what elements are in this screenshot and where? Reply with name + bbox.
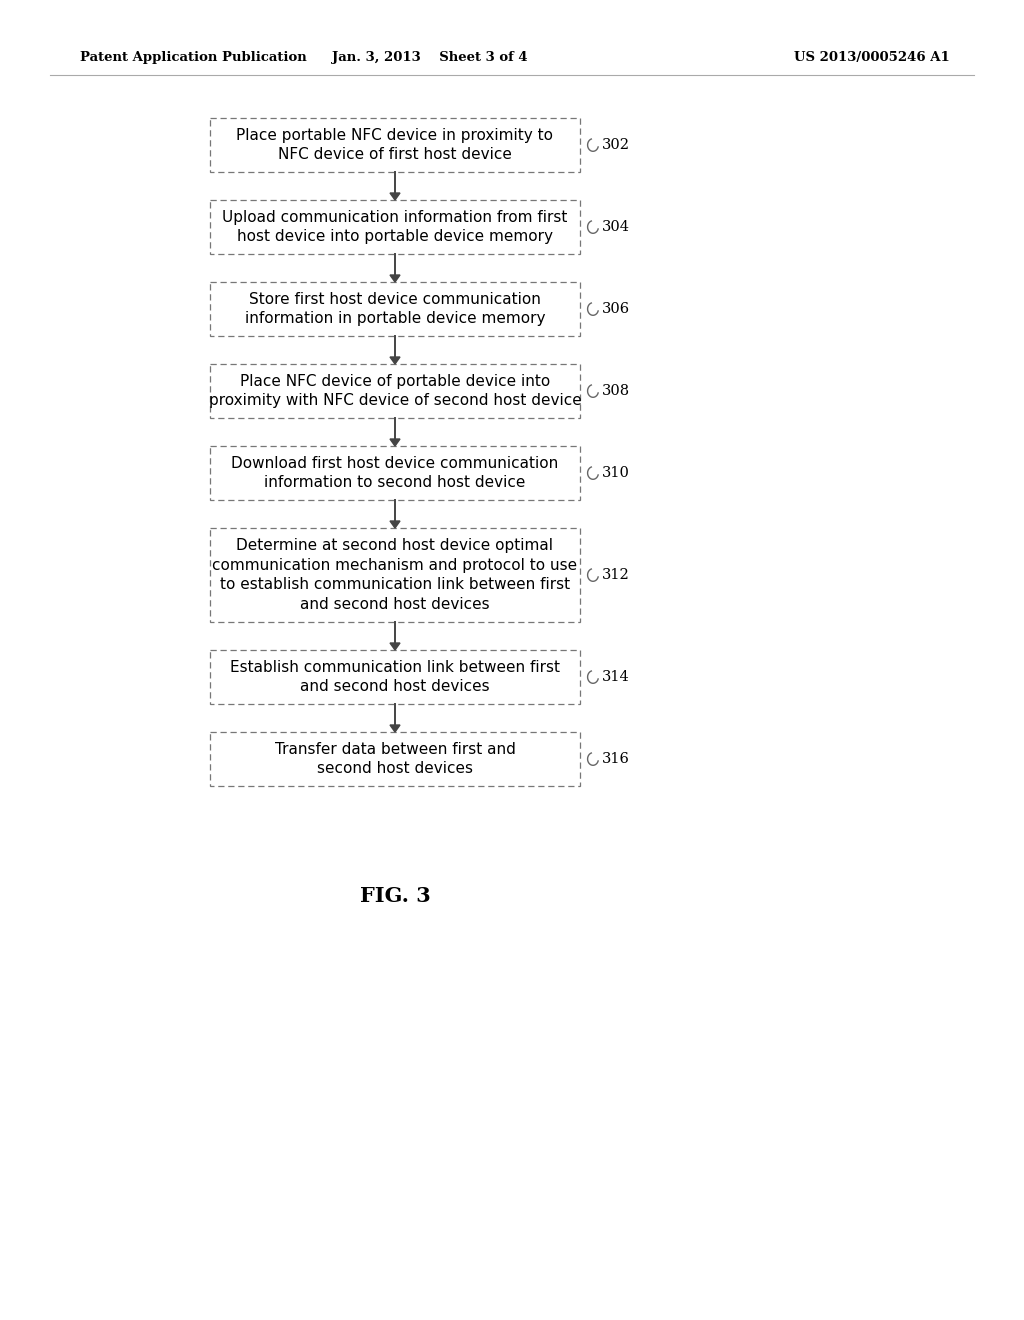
Text: US 2013/0005246 A1: US 2013/0005246 A1 bbox=[795, 51, 950, 65]
Polygon shape bbox=[390, 521, 400, 528]
Polygon shape bbox=[390, 275, 400, 282]
Bar bbox=[210, 364, 580, 418]
Polygon shape bbox=[390, 193, 400, 201]
Bar bbox=[210, 282, 580, 337]
Text: 314: 314 bbox=[602, 671, 630, 684]
Text: Determine at second host device optimal
communication mechanism and protocol to : Determine at second host device optimal … bbox=[212, 537, 578, 612]
Text: 310: 310 bbox=[602, 466, 630, 480]
Polygon shape bbox=[390, 725, 400, 733]
Polygon shape bbox=[390, 356, 400, 364]
Bar bbox=[210, 649, 580, 704]
Bar bbox=[210, 528, 580, 622]
Text: Download first host device communication
information to second host device: Download first host device communication… bbox=[231, 455, 559, 491]
Text: Patent Application Publication: Patent Application Publication bbox=[80, 51, 307, 65]
Text: Establish communication link between first
and second host devices: Establish communication link between fir… bbox=[230, 660, 560, 694]
Polygon shape bbox=[390, 440, 400, 446]
Polygon shape bbox=[390, 643, 400, 649]
Bar bbox=[210, 117, 580, 172]
Text: Store first host device communication
information in portable device memory: Store first host device communication in… bbox=[245, 292, 545, 326]
Text: 304: 304 bbox=[602, 220, 630, 234]
Text: Place NFC device of portable device into
proximity with NFC device of second hos: Place NFC device of portable device into… bbox=[209, 374, 582, 408]
Text: FIG. 3: FIG. 3 bbox=[359, 886, 430, 906]
Text: 312: 312 bbox=[602, 568, 630, 582]
Text: 302: 302 bbox=[602, 139, 630, 152]
Text: 306: 306 bbox=[602, 302, 630, 315]
Text: 316: 316 bbox=[602, 752, 630, 766]
Text: Jan. 3, 2013    Sheet 3 of 4: Jan. 3, 2013 Sheet 3 of 4 bbox=[332, 51, 527, 65]
Text: Place portable NFC device in proximity to
NFC device of first host device: Place portable NFC device in proximity t… bbox=[237, 128, 554, 162]
Bar bbox=[210, 446, 580, 500]
Text: Transfer data between first and
second host devices: Transfer data between first and second h… bbox=[274, 742, 515, 776]
Text: Upload communication information from first
host device into portable device mem: Upload communication information from fi… bbox=[222, 210, 567, 244]
Bar bbox=[210, 201, 580, 253]
Bar bbox=[210, 733, 580, 785]
Text: 308: 308 bbox=[602, 384, 630, 399]
